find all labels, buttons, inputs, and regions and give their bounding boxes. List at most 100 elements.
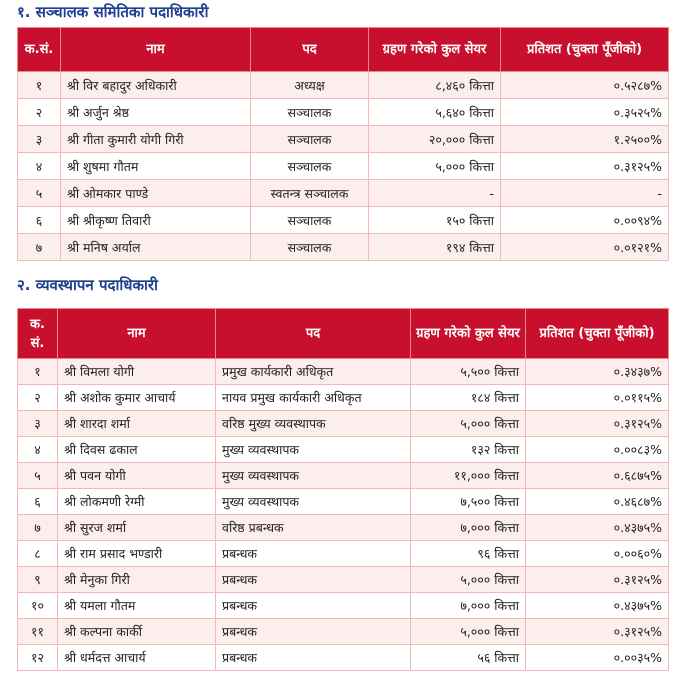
table-cell: - xyxy=(368,179,501,207)
table-cell: श्री दिवस ढकाल xyxy=(57,436,216,463)
table-row: ३ श्री शारदा शर्मा वरिष्ठ मुख्य व्यवस्थापक… xyxy=(17,410,669,437)
table-cell: ७,००० कित्ता xyxy=(410,514,526,541)
table-cell: ५,६४० कित्ता xyxy=(368,98,501,126)
table-cell: १३२ कित्ता xyxy=(410,436,526,463)
column-header: नाम xyxy=(60,27,251,72)
table-cell: वरिष्ठ मुख्य व्यवस्थापक xyxy=(215,410,411,437)
section-title: १. सञ्चालक समितिका पदाधिकारी xyxy=(17,3,209,21)
table-cell: ३ xyxy=(17,125,61,153)
column-header: पद xyxy=(250,27,369,72)
table-cell: प्रबन्धक xyxy=(215,540,411,567)
table-cell: अध्यक्ष xyxy=(250,71,369,99)
table-cell: श्री मेनुका गिरी xyxy=(57,566,216,593)
table-cell: ०.०१२१% xyxy=(500,233,669,261)
table-row: १० श्री यमला गौतम प्रबन्धक ७,००० कित्ता ०.४३… xyxy=(17,592,669,619)
table-cell: - xyxy=(500,179,669,207)
table-row: ७ श्री मनिष अर्याल सञ्चालक १९४ कित्ता ०.०१२१… xyxy=(17,233,669,261)
table-cell: २ xyxy=(17,98,61,126)
table-cell: श्री शुषमा गौतम xyxy=(60,152,251,180)
table-cell: श्री अर्जुन श्रेष्ठ xyxy=(60,98,251,126)
table-cell: श्री शारदा शर्मा xyxy=(57,410,216,437)
table-cell: ०.४३७५% xyxy=(525,514,669,541)
table-cell: श्री पवन योगी xyxy=(57,462,216,489)
table-cell: श्री लोकमणी रेग्मी xyxy=(57,488,216,515)
table-cell: ११,००० कित्ता xyxy=(410,462,526,489)
table-cell: सञ्चालक xyxy=(250,152,369,180)
table-cell: ०.०११५% xyxy=(525,384,669,411)
table-cell: श्री विमला योगी xyxy=(57,358,216,385)
table-cell: श्री गीता कुमारी योगी गिरी xyxy=(60,125,251,153)
table-row: ५ श्री पवन योगी मुख्य व्यवस्थापक ११,००० कित… xyxy=(17,462,669,489)
table-cell: ५,००० कित्ता xyxy=(410,566,526,593)
table-cell: श्री सुरज शर्मा xyxy=(57,514,216,541)
table-cell: श्री विर बहादुर अधिकारी xyxy=(60,71,251,99)
table-cell: स्वतन्त्र सञ्चालक xyxy=(250,179,369,207)
table-cell: ०.३५२५% xyxy=(500,98,669,126)
table-cell: ०.४३७५% xyxy=(525,592,669,619)
table-cell: ५,५०० कित्ता xyxy=(410,358,526,385)
table-cell: ९ xyxy=(17,566,58,593)
table-cell: श्री धर्मदत्त आचार्य xyxy=(57,644,216,671)
table-cell: ६ xyxy=(17,206,61,234)
table-row: ३ श्री गीता कुमारी योगी गिरी सञ्चालक २०,०००… xyxy=(17,125,669,153)
table-cell: ०.३४३७% xyxy=(525,358,669,385)
table-cell: श्री राम प्रसाद भण्डारी xyxy=(57,540,216,567)
table-row: ६ श्री श्रीकृष्ण तिवारी सञ्चालक १५० कित्ता ०… xyxy=(17,206,669,234)
table-cell: ०.००३५% xyxy=(525,644,669,671)
section-title: २. व्यवस्थापन पदाधिकारी xyxy=(17,276,158,294)
table-cell: प्रबन्धक xyxy=(215,644,411,671)
table-cell: १ xyxy=(17,71,61,99)
table-cell: १२ xyxy=(17,644,58,671)
table-row: १ श्री विर बहादुर अधिकारी अध्यक्ष ८,४६० कित… xyxy=(17,71,669,99)
table-cell: १० xyxy=(17,592,58,619)
table-cell: श्री यमला गौतम xyxy=(57,592,216,619)
table-cell: ६ xyxy=(17,488,58,515)
column-header: पद xyxy=(215,308,411,359)
table-cell: सञ्चालक xyxy=(250,233,369,261)
table-cell: ०.३१२५% xyxy=(525,566,669,593)
table-cell: सञ्चालक xyxy=(250,98,369,126)
column-header: प्रतिशत (चुक्ता पूँजीको) xyxy=(525,308,669,359)
table-row: ८ श्री राम प्रसाद भण्डारी प्रबन्धक ९६ कित्त… xyxy=(17,540,669,567)
table-cell: ५ xyxy=(17,462,58,489)
table-cell: ०.३१२५% xyxy=(500,152,669,180)
table-cell: प्रबन्धक xyxy=(215,618,411,645)
column-header: ग्रहण गरेको कुल सेयर xyxy=(368,27,501,72)
management-table: क. सं. नाम पद ग्रहण गरेको कुल सेयर प्रतिशत (… xyxy=(17,308,669,671)
table-row: २ श्री अशोक कुमार आचार्य नायव प्रमुख कार्य… xyxy=(17,384,669,411)
table-row: ४ श्री दिवस ढकाल मुख्य व्यवस्थापक १३२ कित्त… xyxy=(17,436,669,463)
table-row: ४ श्री शुषमा गौतम सञ्चालक ५,००० कित्ता ०.३१२… xyxy=(17,152,669,180)
table-row: २ श्री अर्जुन श्रेष्ठ सञ्चालक ५,६४० कित्ता ०… xyxy=(17,98,669,126)
table-cell: प्रबन्धक xyxy=(215,592,411,619)
table-cell: नायव प्रमुख कार्यकारी अधिकृत xyxy=(215,384,411,411)
table-cell: ५६ कित्ता xyxy=(410,644,526,671)
table-cell: ३ xyxy=(17,410,58,437)
table-cell: श्री मनिष अर्याल xyxy=(60,233,251,261)
table-cell: ०.००९४% xyxy=(500,206,669,234)
column-header: ग्रहण गरेको कुल सेयर xyxy=(410,308,526,359)
table-cell: १५० कित्ता xyxy=(368,206,501,234)
table-cell: १८४ कित्ता xyxy=(410,384,526,411)
table-cell: ०.३१२५% xyxy=(525,410,669,437)
table-cell: ४ xyxy=(17,152,61,180)
table-cell: ४ xyxy=(17,436,58,463)
table-cell: श्री कल्पना कार्की xyxy=(57,618,216,645)
table-cell: प्रबन्धक xyxy=(215,566,411,593)
column-header: प्रतिशत (चुक्ता पूँजीको) xyxy=(500,27,669,72)
table-cell: ५,००० कित्ता xyxy=(410,618,526,645)
table-cell: ०.३१२५% xyxy=(525,618,669,645)
column-header: नाम xyxy=(57,308,216,359)
table-row: १ श्री विमला योगी प्रमुख कार्यकारी अधिकृत ५… xyxy=(17,358,669,385)
table-cell: ७ xyxy=(17,514,58,541)
table-cell: श्री ओमकार पाण्डे xyxy=(60,179,251,207)
table-cell: ०.४६८७% xyxy=(525,488,669,515)
table-row: ५ श्री ओमकार पाण्डे स्वतन्त्र सञ्चालक - - xyxy=(17,179,669,207)
table-row: १२ श्री धर्मदत्त आचार्य प्रबन्धक ५६ कित्ता ०… xyxy=(17,644,669,671)
table-cell: ७,००० कित्ता xyxy=(410,592,526,619)
table-cell: सञ्चालक xyxy=(250,206,369,234)
table-cell: १९४ कित्ता xyxy=(368,233,501,261)
table-cell: श्री अशोक कुमार आचार्य xyxy=(57,384,216,411)
table-cell: ०.६८७५% xyxy=(525,462,669,489)
table-cell: वरिष्ठ प्रबन्धक xyxy=(215,514,411,541)
table-cell: ८ xyxy=(17,540,58,567)
